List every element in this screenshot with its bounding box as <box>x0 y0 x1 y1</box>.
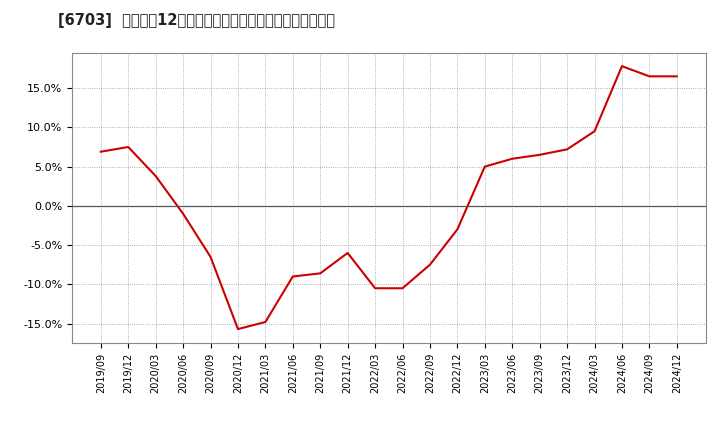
Text: [6703]  売上高の12か月移動合計の対前年同期増減率の推移: [6703] 売上高の12か月移動合計の対前年同期増減率の推移 <box>58 13 335 28</box>
